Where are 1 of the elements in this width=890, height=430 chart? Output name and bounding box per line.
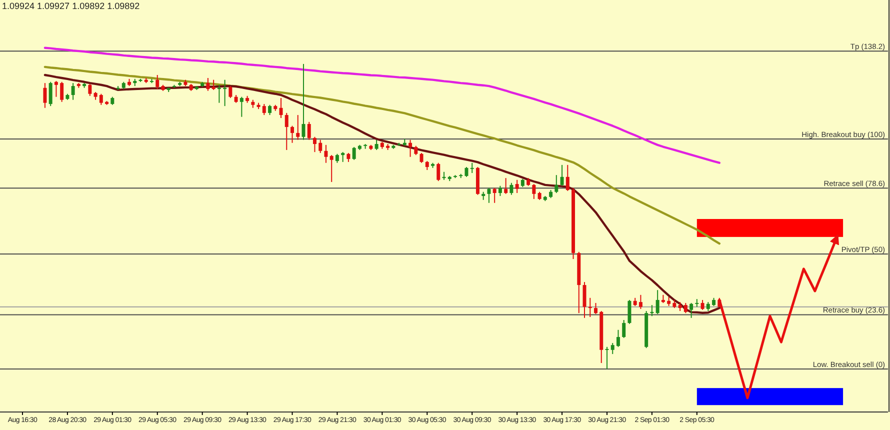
annotation: 1.09924 1.09927 1.09892 1.09892 [2,1,140,11]
